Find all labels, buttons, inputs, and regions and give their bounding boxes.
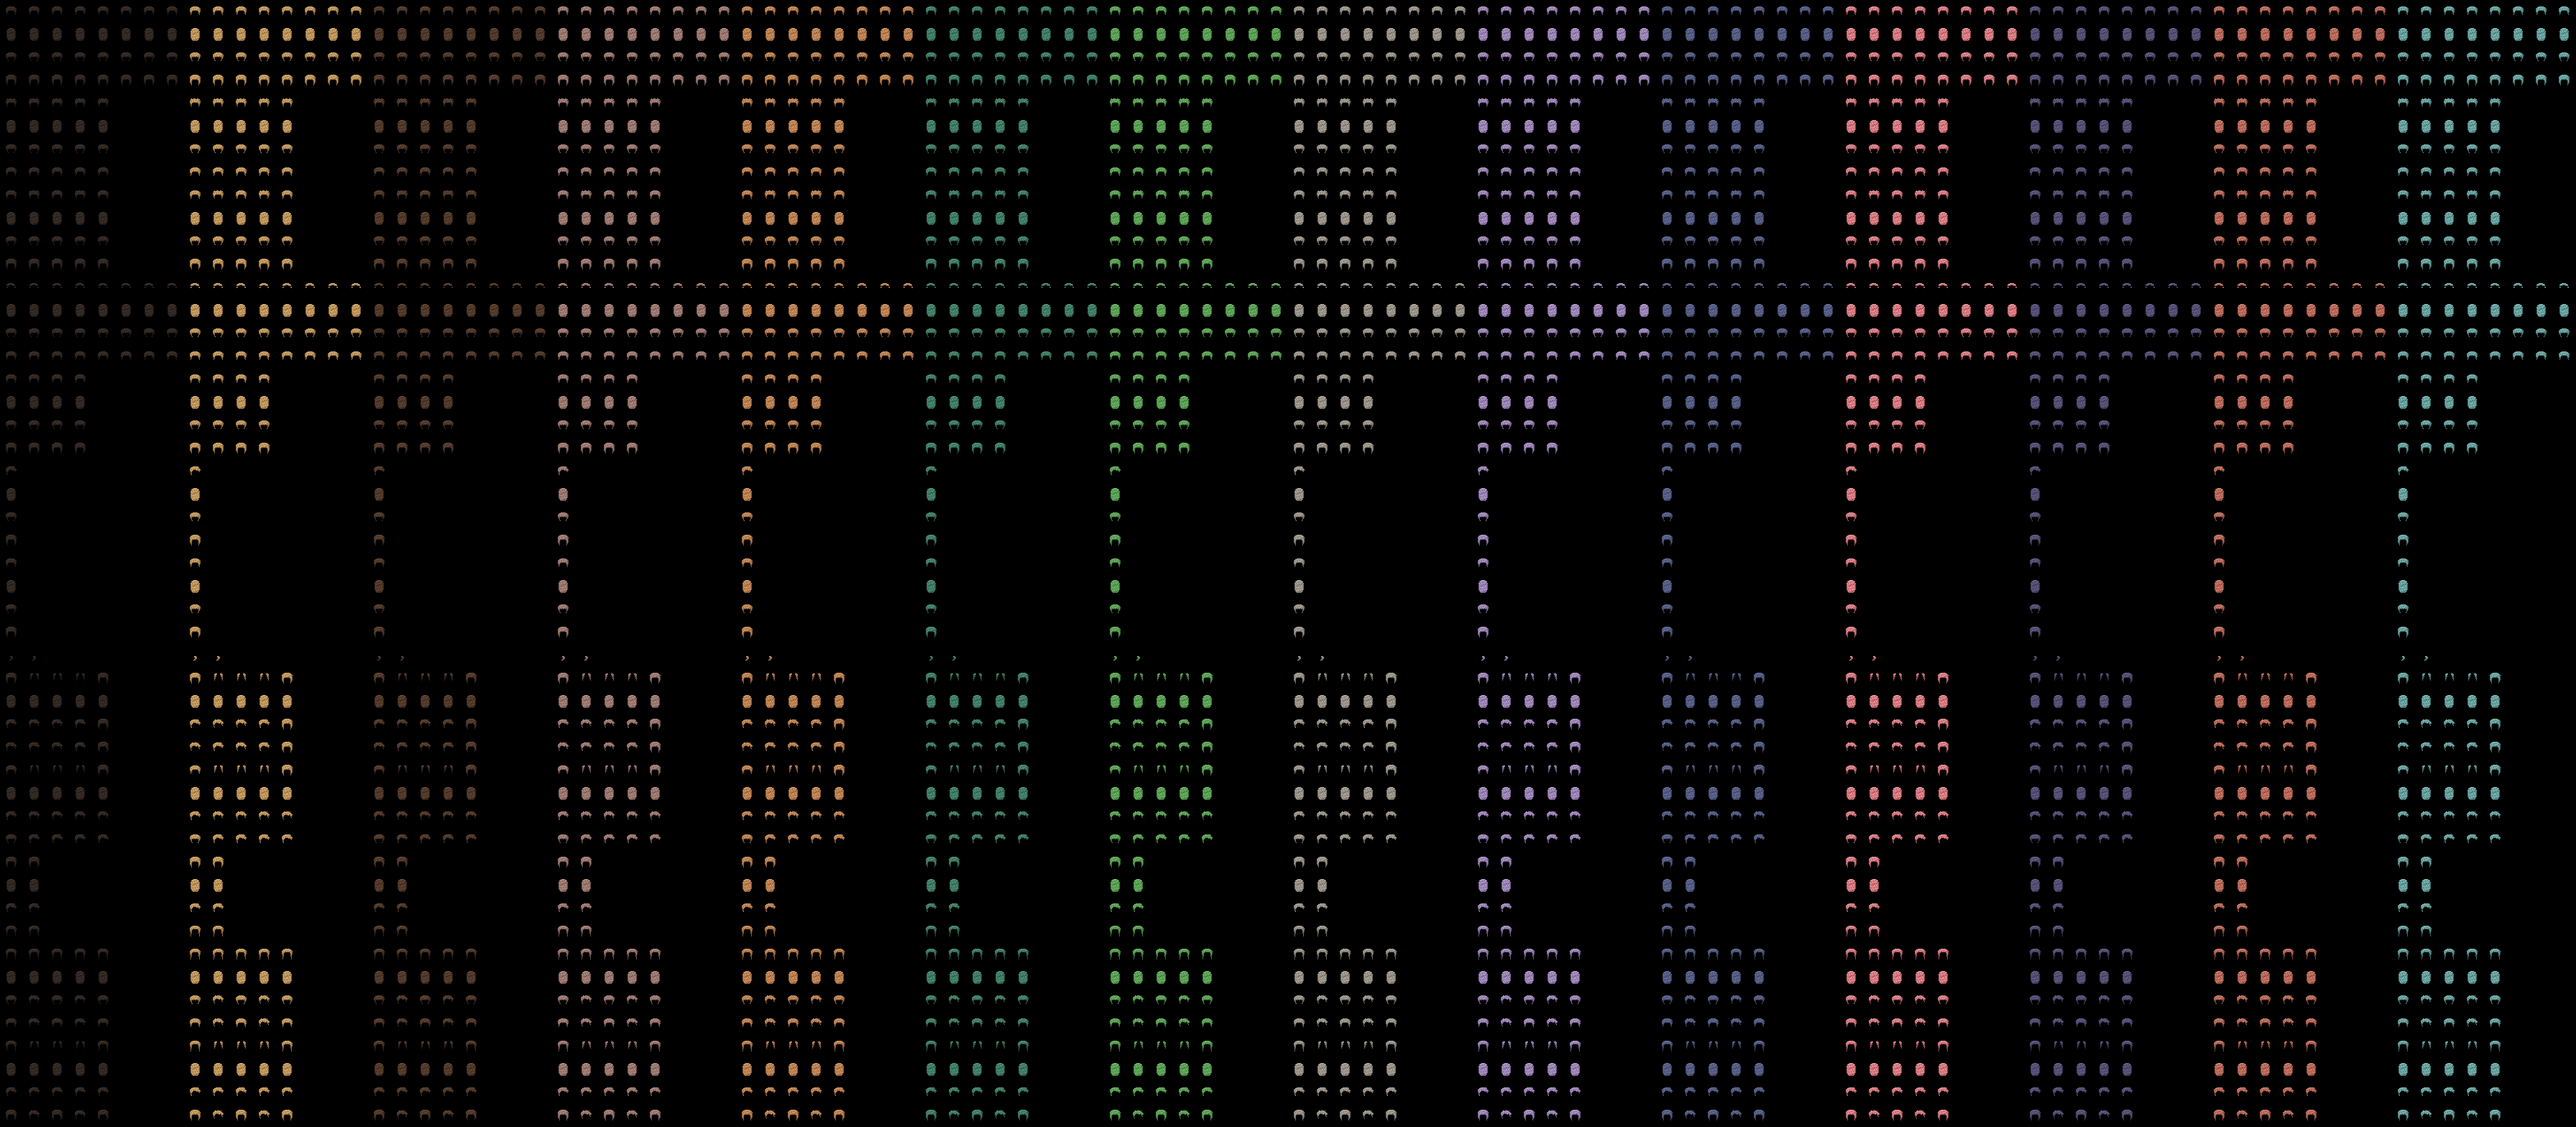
hairstyle-sprite-sheet-canvas: [0, 0, 2576, 1127]
sprite-sheet-viewport: [0, 0, 2576, 1127]
